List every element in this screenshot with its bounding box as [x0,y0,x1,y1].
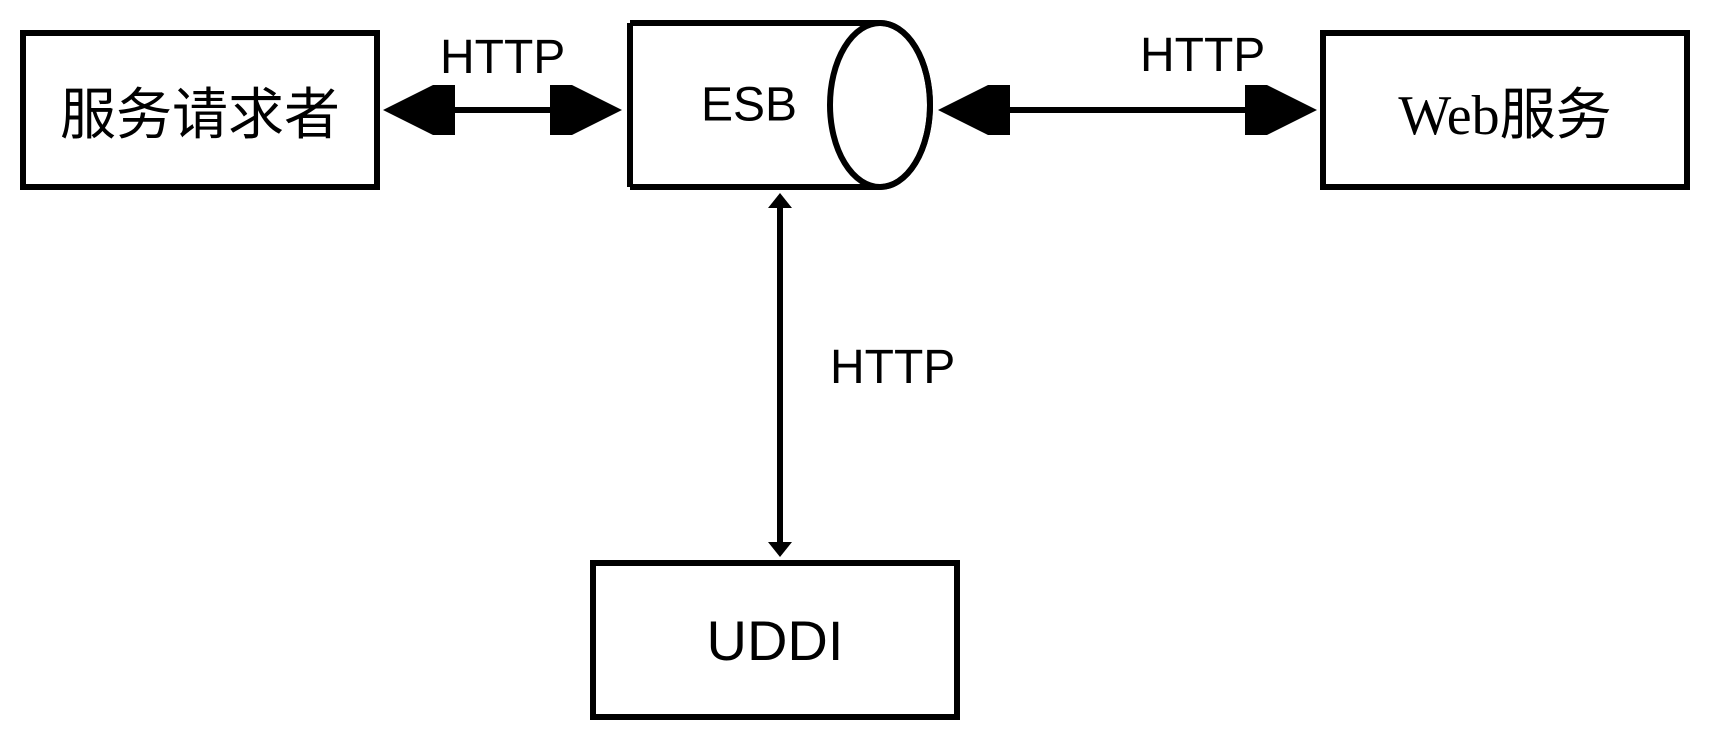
webservice-label: Web服务 [1398,70,1611,151]
edge-req-esb-label: HTTP [440,30,565,85]
edge-esb-web-label: HTTP [1140,28,1265,83]
edge-esb-uddi [755,190,805,560]
requester-label: 服务请求者 [60,70,340,151]
node-webservice: Web服务 [1320,30,1690,190]
node-esb: ESB [625,20,935,190]
edge-req-esb [380,85,625,135]
edge-esb-uddi-label: HTTP [830,340,955,395]
esb-label: ESB [701,78,797,133]
uddi-label: UDDI [707,608,844,673]
node-requester: 服务请求者 [20,30,380,190]
edge-esb-web [935,85,1320,135]
node-uddi: UDDI [590,560,960,720]
